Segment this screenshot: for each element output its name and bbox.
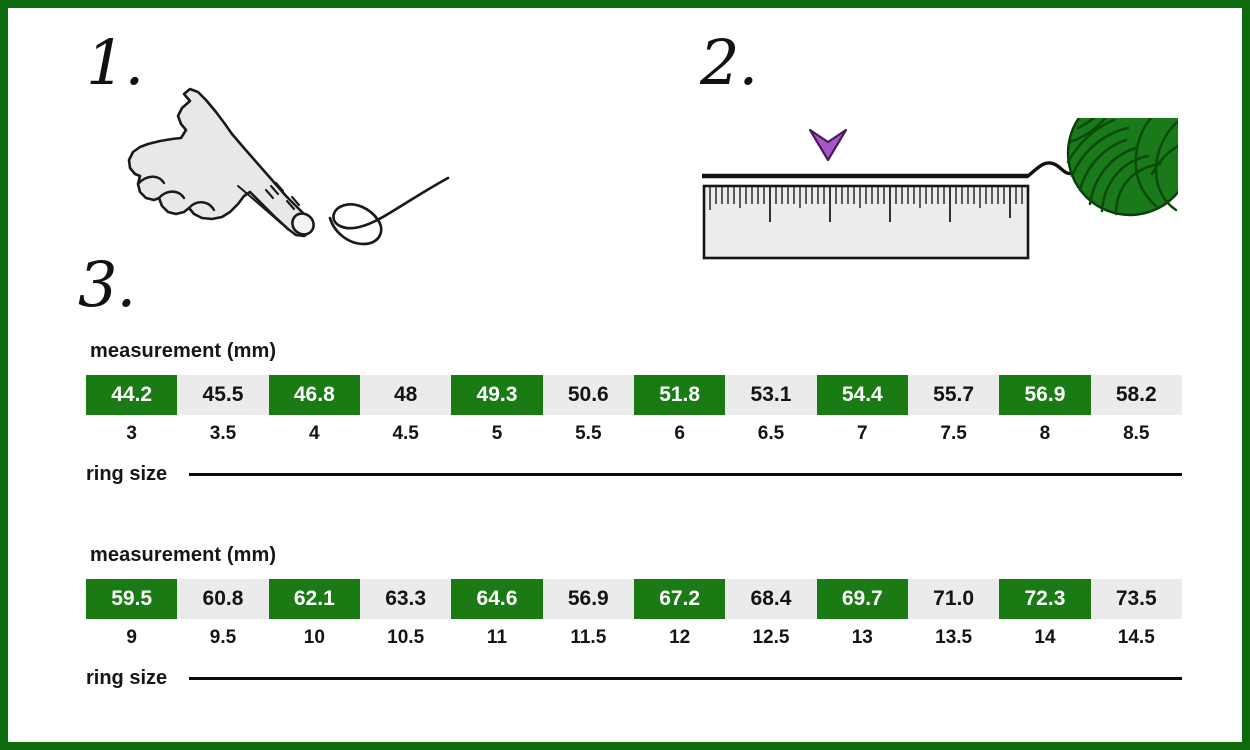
- measurement-cell: 67.2: [633, 579, 726, 619]
- measurement-cell: 56.9: [999, 375, 1091, 415]
- size-cell: 11: [486, 627, 508, 648]
- measurement-cell: 71.0: [907, 579, 1000, 619]
- measurement-cell: 45.5: [177, 375, 269, 415]
- size-cell: 10: [303, 627, 325, 648]
- size-cell: 3.5: [209, 423, 237, 444]
- size-cell: 14: [1034, 627, 1056, 648]
- measurement-row-2: 59.5 60.8 62.1 63.3 64.6 56.9 67.2 68.4 69.7 71.0…: [86, 579, 1182, 619]
- measurement-cell: 46.8: [268, 375, 360, 415]
- measurement-cell: 54.4: [816, 375, 908, 415]
- size-cell: 14.5: [1117, 627, 1155, 648]
- measurement-cell: 64.6: [451, 579, 543, 619]
- size-row-2: 9 9.5 10 10.5 11 11.5 12 12.5 13 13.5 14 14.5: [86, 619, 1182, 657]
- ring-size-rule-2: [189, 677, 1182, 680]
- size-cell: 8.5: [1123, 423, 1150, 444]
- size-cell: 3: [126, 423, 137, 444]
- measurement-cell: 44.2: [86, 375, 178, 415]
- step-2-number: 2.: [700, 26, 758, 99]
- size-cell: 7: [857, 423, 868, 444]
- step-3-number: 3.: [78, 248, 136, 321]
- measurement-header-2: measurement (mm): [90, 544, 277, 566]
- size-cell: 10.5: [387, 627, 425, 648]
- measurement-row-1: 44.2 45.5 46.8 48 49.3 50.6 51.8 53.1 54.4 55.7 56…: [86, 375, 1182, 415]
- ruler-ticks: [709, 187, 1023, 222]
- ring-size-rule-1: [189, 473, 1182, 476]
- measurement-cell: 49.3: [451, 375, 543, 415]
- size-cell: 8: [1039, 423, 1051, 444]
- size-cell: 4.5: [392, 423, 419, 444]
- measurement-cell: 59.5: [86, 579, 178, 619]
- down-chevron-arrow-icon: [808, 128, 848, 162]
- size-cell: 6: [674, 423, 685, 444]
- measurement-cell: 58.2: [1090, 375, 1182, 415]
- measurement-cell: 69.7: [816, 579, 908, 619]
- size-cell: 13: [851, 627, 873, 648]
- measurement-cell: 50.6: [542, 375, 634, 415]
- size-cell: 4: [309, 423, 320, 444]
- size-cell: 12.5: [752, 627, 790, 648]
- measurement-cell: 51.8: [633, 375, 726, 415]
- measurement-cell: 68.4: [725, 579, 817, 619]
- ring-size-label-2: ring size: [86, 667, 168, 689]
- size-row-1: 3 3.5 4 4.5 5 5.5 6 6.5 7 7.5 8 8.5: [86, 415, 1182, 453]
- size-cell: 5: [491, 423, 503, 444]
- size-cell: 9.5: [209, 627, 237, 648]
- measurement-cell: 60.8: [177, 579, 269, 619]
- yarn-ball-icon: [1066, 89, 1194, 217]
- measurement-cell: 53.1: [725, 375, 817, 415]
- ring-size-table-2: measurement (mm) 59.5 60.8 62.1 63.3 64.6 56.…: [86, 544, 1182, 690]
- size-cell: 7.5: [940, 423, 967, 444]
- measurement-header-1: measurement (mm): [90, 340, 277, 362]
- measurement-cell: 55.7: [907, 375, 1000, 415]
- measurement-cell: 73.5: [1090, 579, 1182, 619]
- ring-size-footer-1: ring size: [86, 463, 1182, 486]
- measurement-cell: 48: [359, 375, 452, 415]
- size-cell: 6.5: [757, 423, 785, 444]
- pointing-hand-icon: [127, 87, 450, 246]
- size-cell: 5.5: [575, 423, 602, 444]
- ruler-icon: [702, 89, 1194, 260]
- ring-size-footer-2: ring size: [86, 667, 1182, 690]
- measurement-cell: 72.3: [999, 579, 1091, 619]
- curly-string-icon: [328, 176, 450, 246]
- step-1-number: 1.: [86, 26, 144, 99]
- measurement-cell: 62.1: [268, 579, 360, 619]
- ruler-and-yarn-illustration: [698, 89, 1194, 283]
- pointing-hand-illustration: [126, 86, 456, 271]
- size-cell: 13.5: [935, 627, 973, 648]
- measurement-cell: 63.3: [359, 579, 452, 619]
- size-cell: 9: [126, 627, 137, 648]
- ring-size-label-1: ring size: [86, 463, 168, 485]
- measurement-cell: 56.9: [542, 579, 634, 619]
- size-cell: 12: [669, 627, 691, 648]
- size-cell: 11.5: [570, 627, 607, 648]
- ring-size-table-1: measurement (mm) 44.2 45.5 46.8 48 49.3 50.6 5…: [86, 340, 1182, 486]
